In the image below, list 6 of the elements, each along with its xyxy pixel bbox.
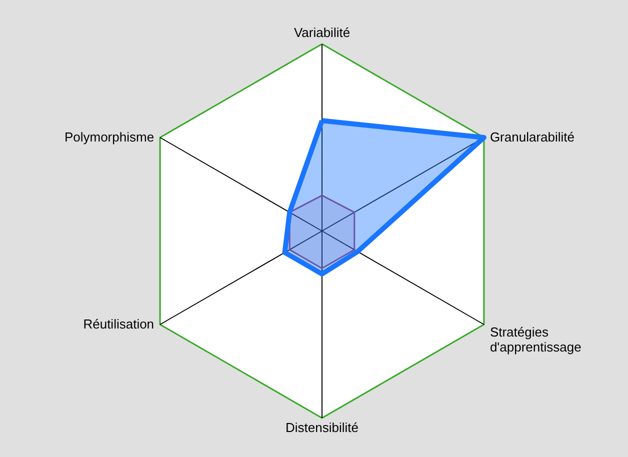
- spoke-label: Polymorphisme: [64, 130, 154, 144]
- spoke-label: Réutilisation: [83, 316, 154, 332]
- spoke-label: Granularabilité: [490, 130, 574, 144]
- spoke-label: Distensibilité: [286, 420, 358, 435]
- spoke-label: Stratégies d'apprentissage: [490, 324, 582, 354]
- spoke-label: Variabilité: [294, 25, 350, 40]
